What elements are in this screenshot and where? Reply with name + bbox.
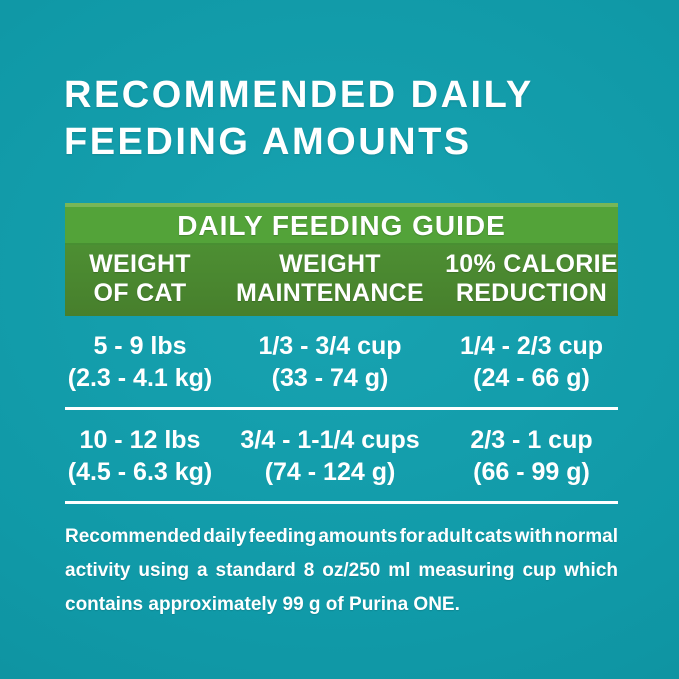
cell-reduction-amount-2: 2/3 - 1 cup (66 - 99 g)	[470, 426, 593, 486]
table-title: DAILY FEEDING GUIDE	[177, 210, 506, 241]
footer-note: Recommended daily feeding amounts for adult ca…	[65, 520, 618, 622]
cell-maintenance-amount-1: 1/3 - 3/4 cup (33 - 74 g)	[258, 332, 402, 392]
footer-line: Recommended daily feeding amounts for adult ca…	[65, 526, 618, 547]
cell-maintenance-amount-2: 3/4 - 1-1/4 cups (74 - 124 g)	[240, 426, 420, 486]
table-row: 10 - 12 lbs (4.5 - 6.3 kg) 3/4 - 1-1/4 c…	[65, 410, 618, 504]
table-row: 5 - 9 lbs (2.3 - 4.1 kg) 1/3 - 3/4 cup (…	[65, 316, 618, 410]
column-header-weight-maintenance: WEIGHT MAINTENANCE	[235, 250, 425, 307]
cell-weight-range-1: 5 - 9 lbs (2.3 - 4.1 kg)	[67, 332, 213, 392]
page-title-line2: FEEDING AMOUNTS	[64, 121, 472, 163]
column-header-weight-of-cat: WEIGHT OF CAT	[89, 250, 191, 307]
table-title-band: DAILY FEEDING GUIDE	[65, 203, 618, 245]
footer-line: contains approximately 99 g of Purina ON…	[65, 594, 460, 615]
cell-weight-range-2: 10 - 12 lbs (4.5 - 6.3 kg)	[67, 426, 213, 486]
table-header-row: WEIGHT OF CAT WEIGHT MAINTENANCE 10% CAL…	[65, 245, 618, 316]
cell-reduction-amount-1: 1/4 - 2/3 cup (24 - 66 g)	[459, 332, 604, 392]
column-header-calorie-reduction: 10% CALORIE REDUCTION	[445, 250, 618, 307]
feeding-guide-table: DAILY FEEDING GUIDE WEIGHT OF CAT WEIGHT…	[65, 203, 618, 504]
page-title: RECOMMENDED DAILY FEEDING AMOUNTS	[64, 72, 644, 166]
page-title-line1: RECOMMENDED DAILY	[64, 74, 534, 116]
footer-line: activity using a standard 8 oz/250 ml measuring…	[65, 560, 618, 581]
